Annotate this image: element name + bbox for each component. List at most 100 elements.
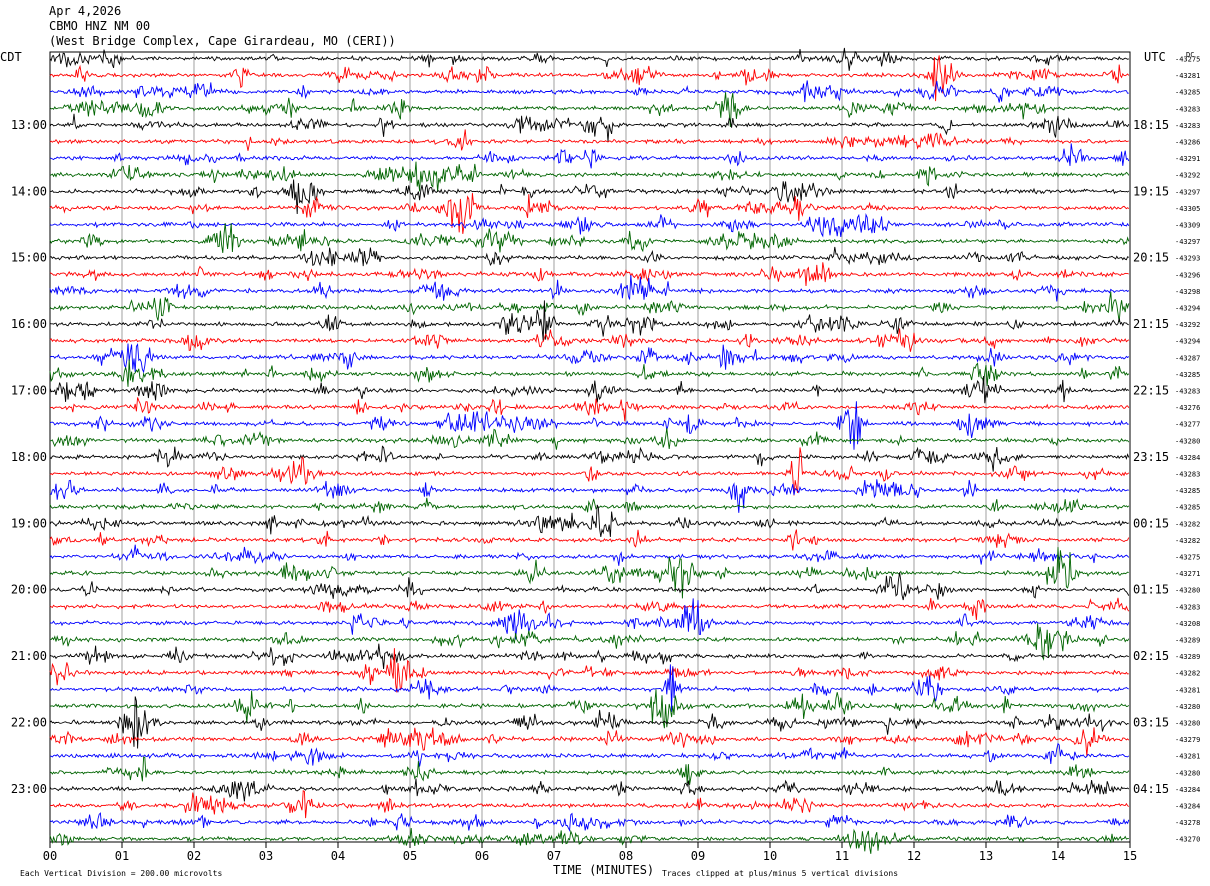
left-timezone-label: CDT xyxy=(0,50,22,64)
dc-offset-label: -43282 xyxy=(1175,537,1200,545)
seismic-trace xyxy=(49,447,1130,496)
seismic-trace xyxy=(49,80,1129,103)
seismic-trace xyxy=(49,275,1130,302)
dc-offset-label: -43292 xyxy=(1175,321,1200,329)
plot-frame xyxy=(49,51,1131,843)
dc-offset-label: -43271 xyxy=(1175,570,1200,578)
seismic-trace xyxy=(49,213,1130,238)
dc-offset-label: -43289 xyxy=(1175,653,1200,661)
dc-offset-label: -43278 xyxy=(1175,819,1200,827)
right-hour-label: 04:15 xyxy=(1133,782,1169,796)
left-hour-labels: 13:00 14:00 15:00 16:00 17:00 18:00 19:00 20:00… xyxy=(11,118,47,796)
dc-offset-label: -43281 xyxy=(1175,686,1200,694)
left-hour-label: 23:00 xyxy=(11,782,47,796)
dc-offset-label: -43283 xyxy=(1175,471,1200,479)
seismic-trace xyxy=(49,790,1130,819)
right-hour-label: 03:15 xyxy=(1133,716,1169,730)
left-hour-label: 20:00 xyxy=(11,583,47,597)
seismic-trace xyxy=(49,129,1129,151)
seismic-trace xyxy=(49,689,1130,729)
seismic-trace xyxy=(49,143,1130,169)
minute-gridlines xyxy=(49,51,1131,843)
seismic-trace xyxy=(49,246,1130,267)
x-tick-label: 04 xyxy=(331,849,345,863)
dc-offset-label: -43277 xyxy=(1175,421,1200,429)
dc-offset-label: -43309 xyxy=(1175,222,1200,230)
seismic-trace xyxy=(49,497,1130,514)
seismic-trace xyxy=(49,291,1130,322)
seismic-trace xyxy=(49,828,1129,854)
right-hour-labels: 18:15 19:15 20:15 21:15 22:15 23:15 00:15 01:15… xyxy=(1133,118,1169,796)
left-hour-label: 13:00 xyxy=(11,118,47,132)
seismic-trace xyxy=(49,55,1130,102)
x-tick-label: 08 xyxy=(619,849,633,863)
dc-offset-label: -43283 xyxy=(1175,603,1200,611)
seismic-trace xyxy=(49,375,1130,404)
x-tick-label: 07 xyxy=(547,849,561,863)
dc-offset-label: -43285 xyxy=(1175,89,1200,97)
dc-offset-label: -43294 xyxy=(1175,338,1200,346)
dc-offset-label: -43293 xyxy=(1175,255,1200,263)
x-tick-label: 10 xyxy=(763,849,777,863)
seismic-trace xyxy=(49,756,1130,785)
right-hour-label: 19:15 xyxy=(1133,184,1169,198)
seismic-traces xyxy=(49,47,1130,854)
left-hour-label: 18:00 xyxy=(11,450,47,464)
left-hour-label: 16:00 xyxy=(11,317,47,331)
seismic-trace xyxy=(49,696,1129,749)
dc-offset-label: -43282 xyxy=(1175,520,1200,528)
seismic-trace xyxy=(49,401,1129,450)
dc-offset-label: -43283 xyxy=(1175,388,1200,396)
seismic-trace xyxy=(49,92,1129,128)
x-axis-title: TIME (MINUTES) xyxy=(553,863,654,877)
right-hour-label: 20:15 xyxy=(1133,251,1169,265)
x-tick-label: 15 xyxy=(1123,849,1137,863)
seismic-trace xyxy=(49,778,1130,802)
x-tick-label: 01 xyxy=(115,849,129,863)
seismic-trace xyxy=(49,547,1129,599)
right-hour-label: 22:15 xyxy=(1133,384,1169,398)
seismic-trace xyxy=(49,397,1130,422)
right-timezone-label: UTC xyxy=(1144,50,1166,64)
dc-offset-label: -43284 xyxy=(1175,803,1200,811)
dc-offset-label: -43280 xyxy=(1175,587,1200,595)
x-tick-label: 11 xyxy=(835,849,849,863)
dc-offset-label: -43294 xyxy=(1175,305,1200,313)
dc-offset-label: -43283 xyxy=(1175,105,1200,113)
seismic-trace xyxy=(50,179,1130,215)
right-hour-label: 18:15 xyxy=(1133,118,1169,132)
seismic-trace xyxy=(49,113,1130,142)
seismic-trace xyxy=(49,544,1130,566)
x-axis: 00 01 02 03 04 05 06 07 08 09 10 11 12 13 14 15 xyxy=(43,842,1137,863)
dc-offset-label: -43283 xyxy=(1175,122,1200,130)
dc-offset-label: -43281 xyxy=(1175,72,1200,80)
seismic-trace xyxy=(49,300,1129,341)
seismic-trace xyxy=(49,479,1129,513)
dc-offset-label: -43298 xyxy=(1175,288,1200,296)
x-tick-label: 09 xyxy=(691,849,705,863)
dc-offset-label: -43291 xyxy=(1175,155,1200,163)
dc-offset-label: -43292 xyxy=(1175,172,1200,180)
seismic-trace xyxy=(49,623,1130,661)
header-location: (West Bridge Complex, Cape Girardeau, MO… xyxy=(49,34,396,48)
dc-offset-label: -43208 xyxy=(1175,620,1200,628)
seismic-trace xyxy=(49,342,1130,374)
seismic-trace xyxy=(49,328,1130,352)
seismic-trace xyxy=(49,598,1130,640)
dc-offset-label: -43275 xyxy=(1175,56,1200,64)
dc-offset-label: -43285 xyxy=(1175,487,1200,495)
dc-offset-label: -43282 xyxy=(1175,670,1200,678)
seismic-trace xyxy=(49,597,1130,620)
x-tick-label: 02 xyxy=(187,849,201,863)
footer-clip-note: Traces clipped at plus/minus 5 vertical … xyxy=(662,869,898,878)
dc-offset-label: -43296 xyxy=(1175,271,1200,279)
x-tick-label: 05 xyxy=(403,849,417,863)
dc-offset-label: -43275 xyxy=(1175,554,1200,562)
seismic-trace xyxy=(49,223,1130,253)
left-hour-label: 19:00 xyxy=(11,516,47,530)
header-date: Apr 4,2026 xyxy=(49,4,121,18)
dc-offset-label: -43287 xyxy=(1175,354,1200,362)
dc-label: DC xyxy=(1186,51,1194,59)
seismic-trace xyxy=(49,359,1130,387)
